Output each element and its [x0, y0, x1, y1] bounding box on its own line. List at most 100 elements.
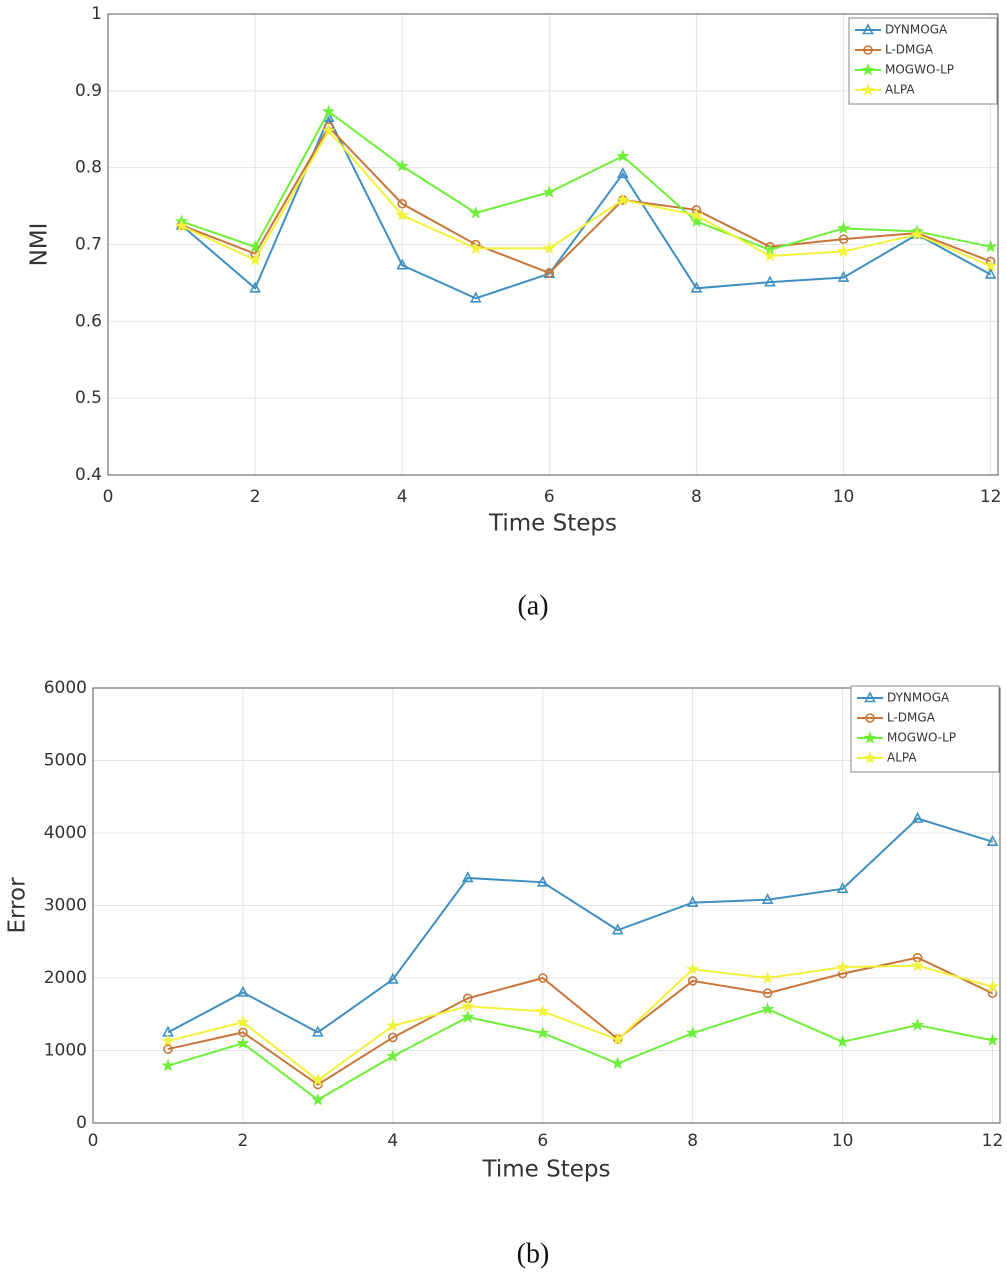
y-tick-label: 2000 — [44, 968, 87, 988]
y-axis-label: Error — [5, 877, 31, 934]
plot-frame — [92, 687, 1001, 1124]
x-tick-label: 4 — [387, 1131, 398, 1151]
y-axis-label: NMI — [27, 223, 53, 267]
point — [761, 892, 774, 904]
y-tick-label: 1 — [91, 4, 102, 24]
legend-marker — [862, 23, 874, 35]
x-axis-label: Time Steps — [482, 1157, 611, 1183]
point — [910, 958, 925, 972]
point — [616, 192, 630, 206]
legend-marker — [865, 713, 875, 723]
point — [611, 923, 624, 935]
point — [763, 249, 777, 262]
point — [836, 244, 851, 258]
point — [983, 239, 998, 253]
legend-marker — [861, 82, 875, 96]
point — [537, 973, 548, 983]
y-tick-label: 1000 — [44, 1041, 87, 1061]
point — [760, 1002, 775, 1015]
legend-label: MOGWO-LP — [885, 63, 954, 77]
point — [617, 167, 629, 179]
point — [837, 270, 850, 282]
caption: (a) — [517, 590, 548, 621]
point — [984, 267, 997, 279]
point — [542, 185, 557, 198]
x-tick-label: 12 — [982, 1131, 1004, 1151]
point — [236, 1015, 250, 1028]
point — [686, 895, 699, 907]
series-line — [181, 129, 992, 267]
point — [985, 1033, 1000, 1047]
series-line — [167, 1008, 993, 1101]
point — [764, 275, 776, 287]
point — [469, 205, 483, 219]
point — [616, 149, 630, 162]
legend-label: L-DMGA — [887, 711, 936, 725]
series-line — [167, 964, 993, 1082]
x-tick-label: 8 — [687, 1131, 698, 1151]
series-line — [167, 817, 993, 1034]
point — [611, 1056, 625, 1070]
point — [469, 241, 483, 255]
legend-marker — [863, 45, 873, 55]
point — [386, 1049, 400, 1062]
point — [161, 1058, 175, 1072]
y-tick-label: 0.8 — [75, 158, 102, 178]
point — [986, 834, 999, 846]
point — [395, 208, 409, 221]
point — [469, 291, 482, 303]
point — [836, 882, 849, 894]
x-tick-label: 2 — [238, 1131, 249, 1151]
x-tick-label: 2 — [250, 487, 261, 507]
legend-label: MOGWO-LP — [887, 731, 956, 745]
x-tick-label: 4 — [397, 487, 408, 507]
point — [395, 159, 409, 172]
series-line — [181, 110, 991, 251]
y-tick-label: 0.5 — [75, 388, 102, 408]
point — [835, 960, 850, 973]
y-tick-label: 5000 — [44, 751, 87, 771]
y-tick-label: 4000 — [44, 823, 87, 843]
point — [237, 985, 249, 997]
point — [249, 281, 261, 293]
point — [174, 219, 189, 232]
point — [311, 1073, 325, 1086]
point — [685, 1026, 700, 1039]
point — [689, 208, 704, 221]
point — [611, 1032, 625, 1046]
x-tick-label: 10 — [833, 487, 855, 507]
point — [689, 214, 704, 228]
point — [461, 1010, 475, 1023]
caption: (b) — [517, 1238, 550, 1269]
point — [388, 1032, 398, 1043]
y-tick-label: 0.6 — [75, 311, 102, 331]
x-tick-label: 0 — [103, 487, 114, 507]
point — [321, 104, 336, 118]
point — [311, 1092, 325, 1106]
y-tick-label: 0 — [76, 1113, 87, 1133]
point — [321, 123, 336, 137]
point — [248, 252, 262, 266]
point — [690, 281, 703, 293]
point — [542, 241, 557, 255]
y-tick-label: 0.9 — [75, 81, 102, 101]
point — [985, 979, 1000, 993]
point — [760, 970, 775, 984]
point — [312, 1025, 324, 1037]
point — [536, 1004, 550, 1018]
point — [387, 972, 399, 984]
series-line — [180, 115, 992, 300]
point — [386, 1018, 400, 1032]
x-tick-label: 10 — [832, 1131, 854, 1151]
y-tick-label: 0.7 — [75, 235, 102, 255]
legend-marker — [863, 730, 877, 744]
point — [461, 999, 475, 1012]
point — [687, 976, 698, 986]
series-line — [181, 125, 992, 275]
point — [685, 962, 700, 975]
legend-marker — [861, 62, 875, 76]
legend-marker — [864, 691, 876, 703]
legend-label: ALPA — [885, 83, 915, 97]
